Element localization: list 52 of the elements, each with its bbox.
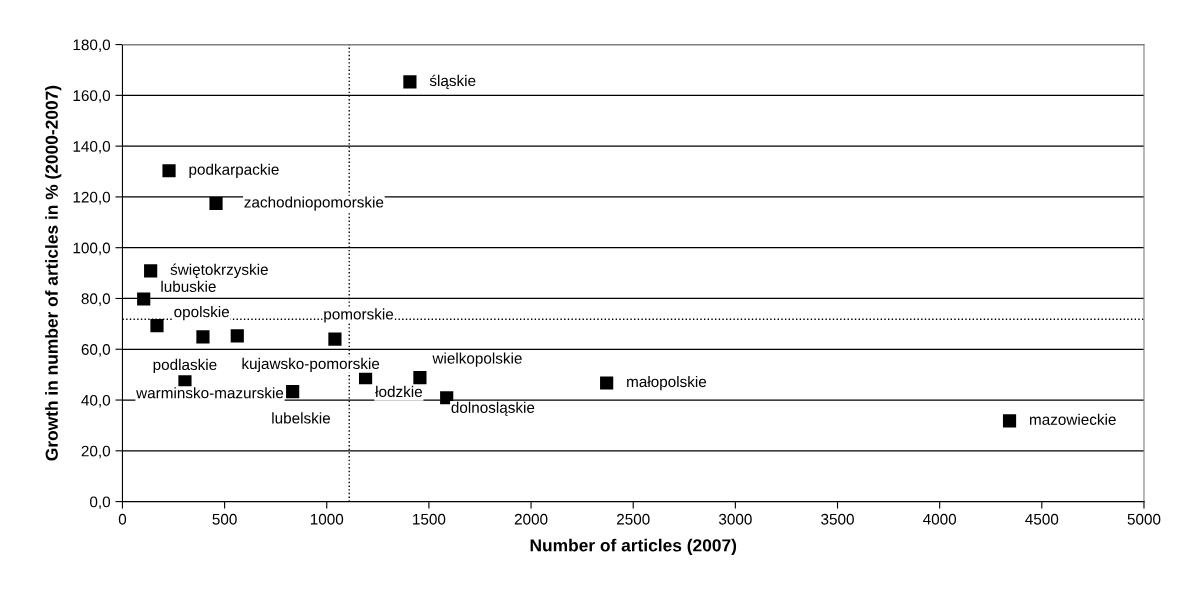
y-tick-label: 20,0 xyxy=(81,445,111,459)
point xyxy=(413,371,427,385)
y-tick-label: 0,0 xyxy=(90,496,111,510)
y-tick-label: 140,0 xyxy=(73,141,111,154)
x-tick-label: 3500 xyxy=(821,513,854,525)
annotation: mazowieckie xyxy=(1030,413,1116,425)
annotation: podlaskie xyxy=(153,358,217,374)
x-tick-label: 5000 xyxy=(1127,513,1161,525)
y-tick-label: 100,0 xyxy=(73,242,111,256)
x-tick-label: 1000 xyxy=(310,513,344,525)
annotation: opolskie xyxy=(174,306,230,321)
y-tick-label: 40,0 xyxy=(81,394,111,408)
point xyxy=(196,330,210,344)
point xyxy=(230,329,244,343)
point xyxy=(1002,414,1017,428)
point xyxy=(144,264,158,278)
y-tick-label: 160,0 xyxy=(73,90,111,103)
point xyxy=(162,164,176,178)
x-tick-label: 0 xyxy=(118,513,127,525)
annotation: kujawsko-pomorskie xyxy=(242,357,380,373)
x-tick-label: 1500 xyxy=(413,513,446,525)
annotation: zachodniopomorskie xyxy=(244,196,384,211)
y-tick-label: 60,0 xyxy=(81,344,111,357)
x-tick-label: 3000 xyxy=(718,513,752,525)
x-tick-label: 2000 xyxy=(514,513,548,525)
annotation: lubelskie xyxy=(272,412,331,424)
point xyxy=(403,75,417,89)
point xyxy=(137,292,151,306)
x-tick-label: 4000 xyxy=(923,513,957,525)
annotation: małopolskie xyxy=(627,375,707,391)
point xyxy=(328,332,342,346)
y-tick-label: 180,0 xyxy=(73,39,111,53)
x-axis-title: Number of articles (2007) xyxy=(530,538,737,555)
annotation: świętokrzyskie xyxy=(170,263,268,279)
y-tick-label: 120,0 xyxy=(73,191,111,205)
x-tick-label: 2500 xyxy=(616,513,650,525)
annotation: podkarpackie xyxy=(189,163,279,178)
annotation: śląskie xyxy=(429,74,476,90)
annotation: pomorskie xyxy=(324,308,394,323)
point xyxy=(286,385,300,399)
annotation: lubuskie xyxy=(161,280,216,292)
annotation: dolnosląskie xyxy=(451,401,535,416)
x-tick-label: 4500 xyxy=(1025,513,1059,525)
point xyxy=(600,376,614,390)
point xyxy=(209,196,223,211)
x-tick-label: 500 xyxy=(212,513,237,525)
annotation: warminsko-mazurskie xyxy=(136,387,284,399)
y-axis-title: Growth in number of articles in % (2000-2007) xyxy=(45,85,62,461)
point xyxy=(150,319,164,333)
annotation: łodzkie xyxy=(375,385,423,398)
annotation: wielkopolskie xyxy=(432,352,522,367)
y-tick-label: 80,0 xyxy=(81,293,111,306)
